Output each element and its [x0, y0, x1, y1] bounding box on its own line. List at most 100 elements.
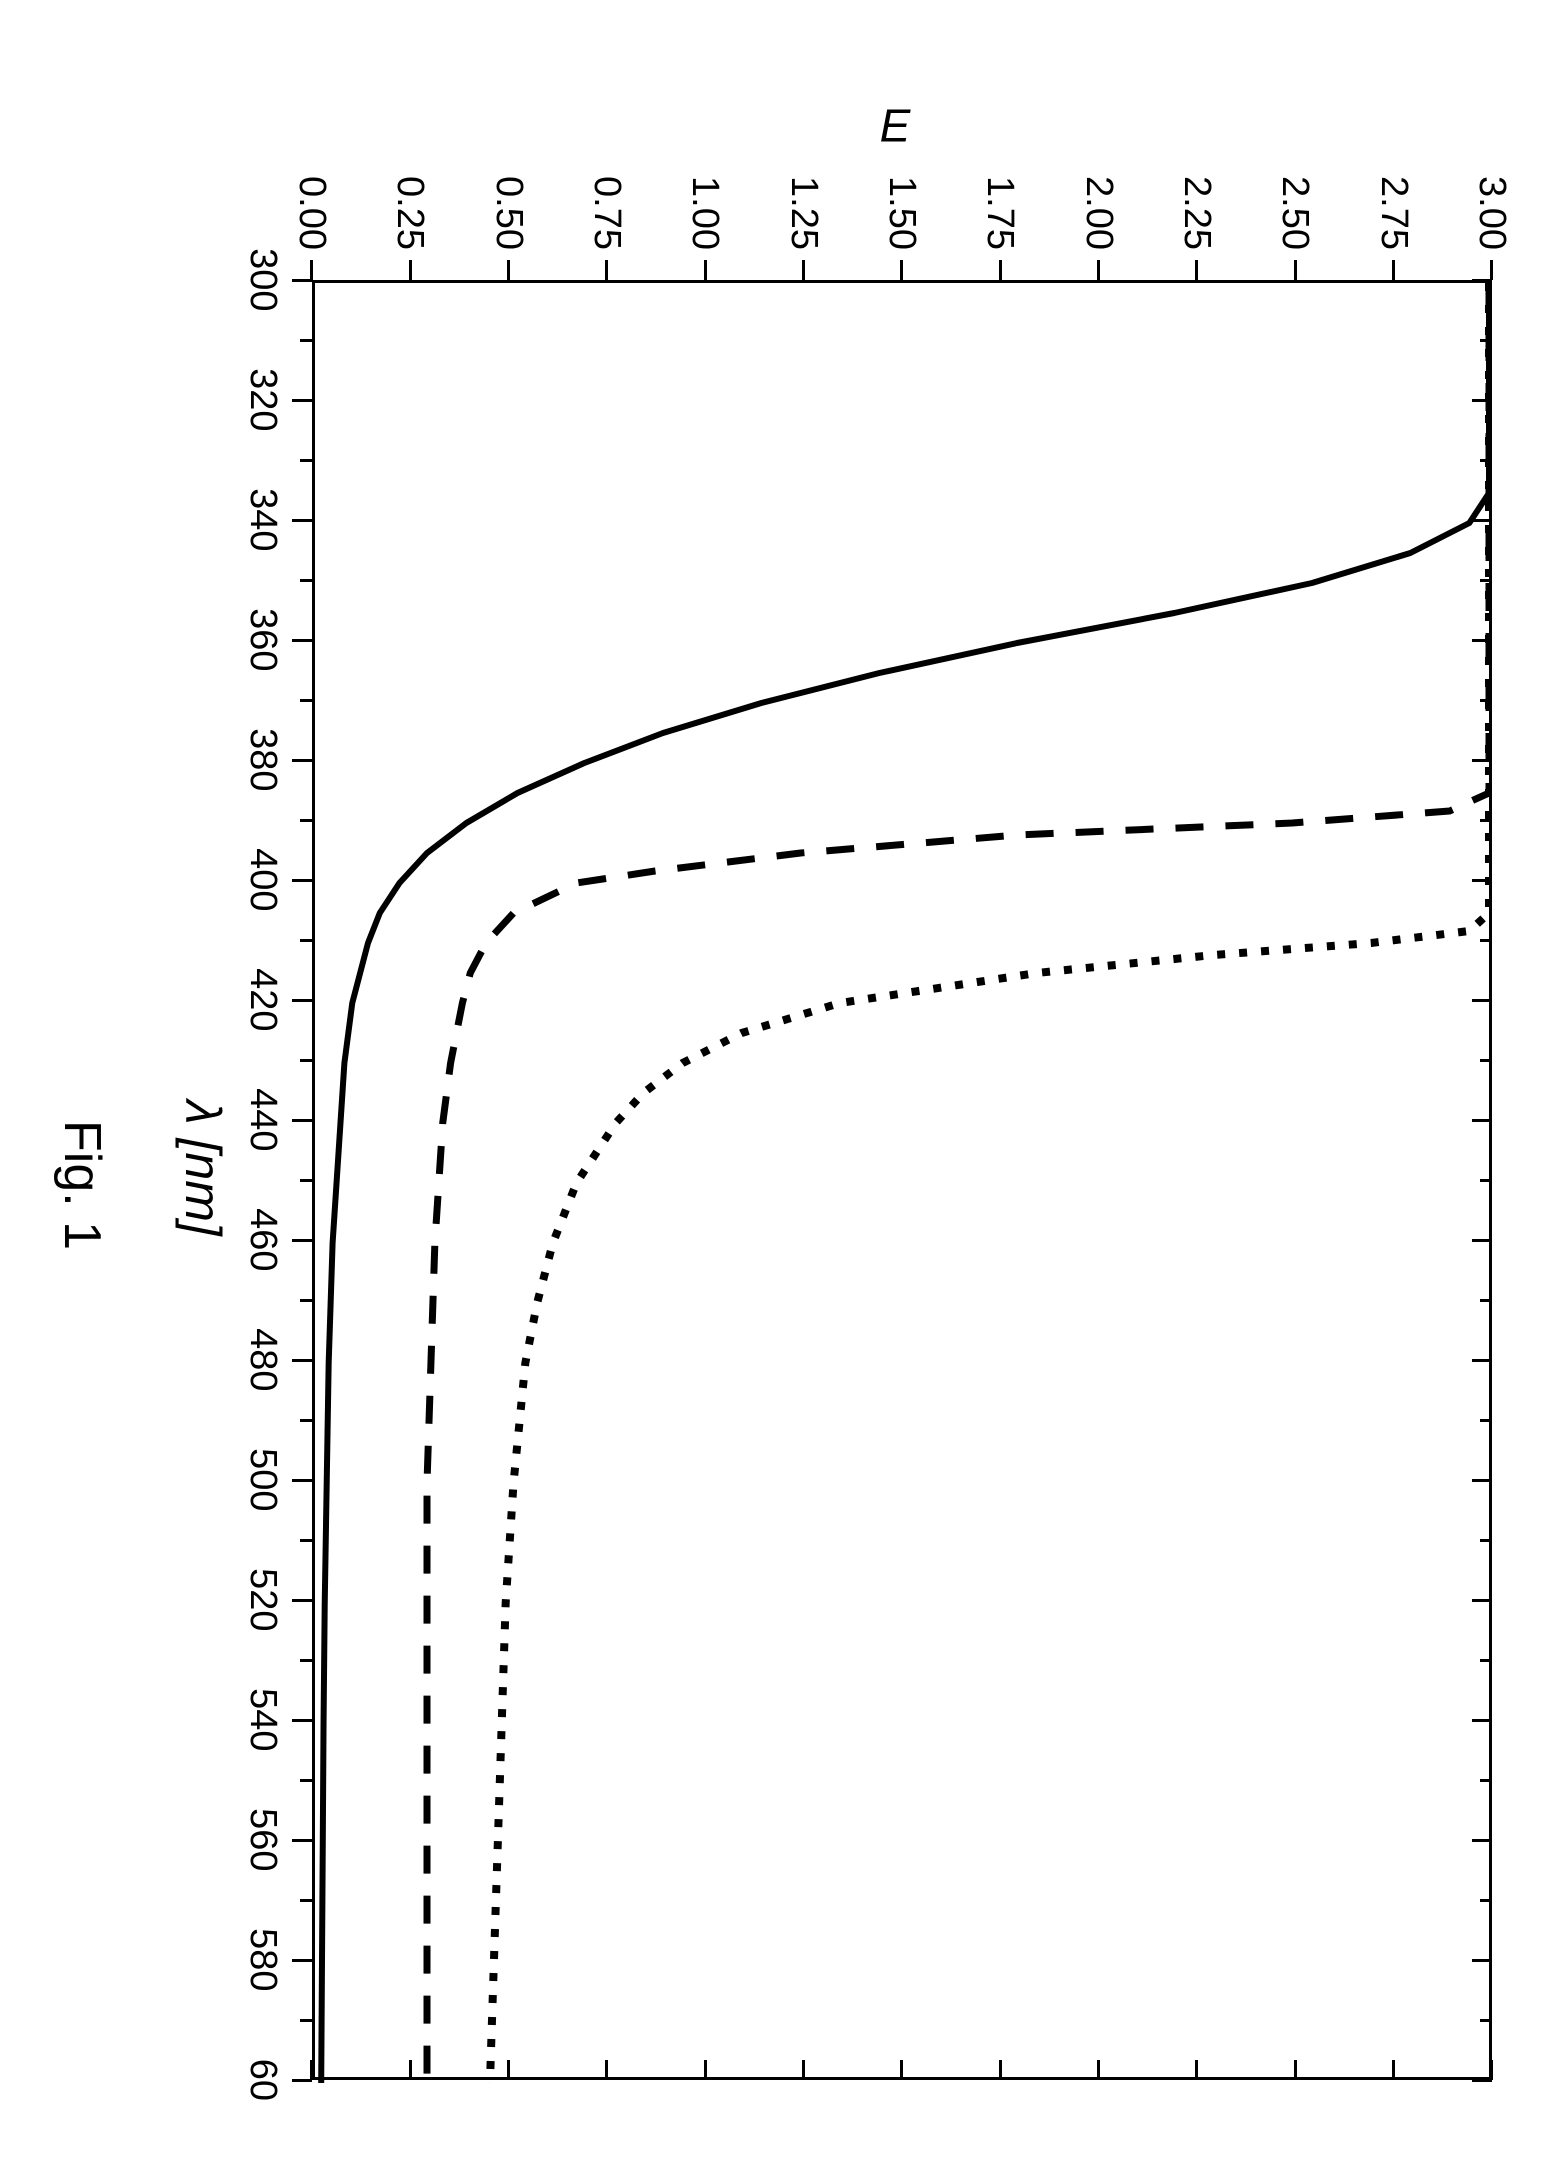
x-tick — [292, 1479, 312, 1482]
x-tick-label: 380 — [241, 728, 284, 791]
x-tick — [1480, 339, 1492, 342]
x-tick-label: 400 — [241, 848, 284, 911]
y-tick-label: 2.25 — [1175, 176, 1218, 250]
plot-svg — [309, 283, 1489, 2083]
y-tick — [1196, 260, 1199, 280]
x-tick — [1472, 879, 1492, 882]
x-tick-label: 560 — [241, 1808, 284, 1871]
x-tick — [292, 2079, 312, 2082]
x-tick — [300, 819, 312, 822]
y-tick — [802, 260, 805, 280]
x-tick — [300, 1539, 312, 1542]
y-tick — [901, 260, 904, 280]
x-tick-label: 440 — [241, 1088, 284, 1151]
y-tick — [409, 2060, 412, 2080]
x-tick-label: 520 — [241, 1568, 284, 1631]
series-dashed — [427, 283, 1489, 2083]
y-tick-label: 2.75 — [1372, 176, 1415, 250]
y-tick — [606, 2060, 609, 2080]
x-tick — [1480, 1299, 1492, 1302]
x-tick — [1472, 1959, 1492, 1962]
y-tick — [311, 2060, 314, 2080]
x-tick — [1480, 1659, 1492, 1662]
x-tick-label: 420 — [241, 968, 284, 1031]
x-tick — [300, 699, 312, 702]
x-tick — [292, 399, 312, 402]
x-tick — [1480, 699, 1492, 702]
x-tick — [1480, 2019, 1492, 2022]
x-tick — [1480, 1059, 1492, 1062]
series-dotted — [490, 283, 1489, 2083]
x-tick — [292, 759, 312, 762]
chart-container: λ [nm] E Fig. 1 300320340360380400420440… — [0, 0, 1562, 2180]
x-tick — [1472, 2079, 1492, 2082]
y-tick — [1294, 2060, 1297, 2080]
y-tick — [999, 260, 1002, 280]
x-tick — [1472, 1239, 1492, 1242]
y-tick — [507, 260, 510, 280]
x-tick — [300, 1299, 312, 1302]
x-tick — [1480, 1899, 1492, 1902]
x-tick — [292, 1839, 312, 1842]
figure-caption: Fig. 1 — [52, 1120, 112, 1250]
y-tick — [704, 260, 707, 280]
y-tick — [704, 2060, 707, 2080]
x-tick — [292, 1719, 312, 1722]
y-tick — [409, 260, 412, 280]
x-tick — [292, 639, 312, 642]
x-tick — [292, 279, 312, 282]
y-tick — [901, 2060, 904, 2080]
x-tick — [300, 2019, 312, 2022]
y-axis-label: E — [880, 98, 911, 152]
y-tick — [507, 2060, 510, 2080]
x-tick — [1472, 519, 1492, 522]
x-tick — [1480, 1179, 1492, 1182]
x-tick-label: 480 — [241, 1328, 284, 1391]
x-tick — [1480, 579, 1492, 582]
x-tick — [1472, 1599, 1492, 1602]
x-tick-label: 540 — [241, 1688, 284, 1751]
x-tick — [300, 1179, 312, 1182]
y-tick — [1097, 260, 1100, 280]
x-tick — [300, 939, 312, 942]
y-tick — [1097, 2060, 1100, 2080]
y-tick — [1294, 260, 1297, 280]
y-tick-label: 1.00 — [683, 176, 726, 250]
x-tick — [300, 1899, 312, 1902]
x-tick — [1480, 459, 1492, 462]
y-tick — [311, 260, 314, 280]
x-tick — [1472, 759, 1492, 762]
x-tick — [300, 579, 312, 582]
y-tick-label: 2.50 — [1273, 176, 1316, 250]
y-tick-label: 3.00 — [1470, 176, 1513, 250]
y-tick-label: 0.50 — [487, 176, 530, 250]
x-tick — [1472, 1839, 1492, 1842]
x-tick — [300, 339, 312, 342]
x-tick — [1472, 279, 1492, 282]
x-tick — [300, 1059, 312, 1062]
x-tick-label: 500 — [241, 1448, 284, 1511]
y-tick-label: 1.25 — [782, 176, 825, 250]
x-tick — [292, 1239, 312, 1242]
x-tick — [1472, 399, 1492, 402]
y-tick-label: 2.00 — [1077, 176, 1120, 250]
y-tick — [999, 2060, 1002, 2080]
x-tick — [1480, 1779, 1492, 1782]
x-tick — [292, 519, 312, 522]
x-tick — [1472, 999, 1492, 1002]
x-tick — [292, 999, 312, 1002]
plot-area — [312, 280, 1492, 2080]
y-tick-label: 0.25 — [388, 176, 431, 250]
y-tick — [802, 2060, 805, 2080]
x-tick-label: 360 — [241, 608, 284, 671]
x-tick — [292, 1959, 312, 1962]
y-tick-label: 0.00 — [290, 176, 333, 250]
x-tick — [1472, 639, 1492, 642]
y-tick — [1196, 2060, 1199, 2080]
x-tick — [1480, 1539, 1492, 1542]
x-tick — [292, 879, 312, 882]
x-tick-label: 340 — [241, 488, 284, 551]
x-tick — [1472, 1719, 1492, 1722]
x-tick — [1472, 1479, 1492, 1482]
x-tick-label: 460 — [241, 1208, 284, 1271]
